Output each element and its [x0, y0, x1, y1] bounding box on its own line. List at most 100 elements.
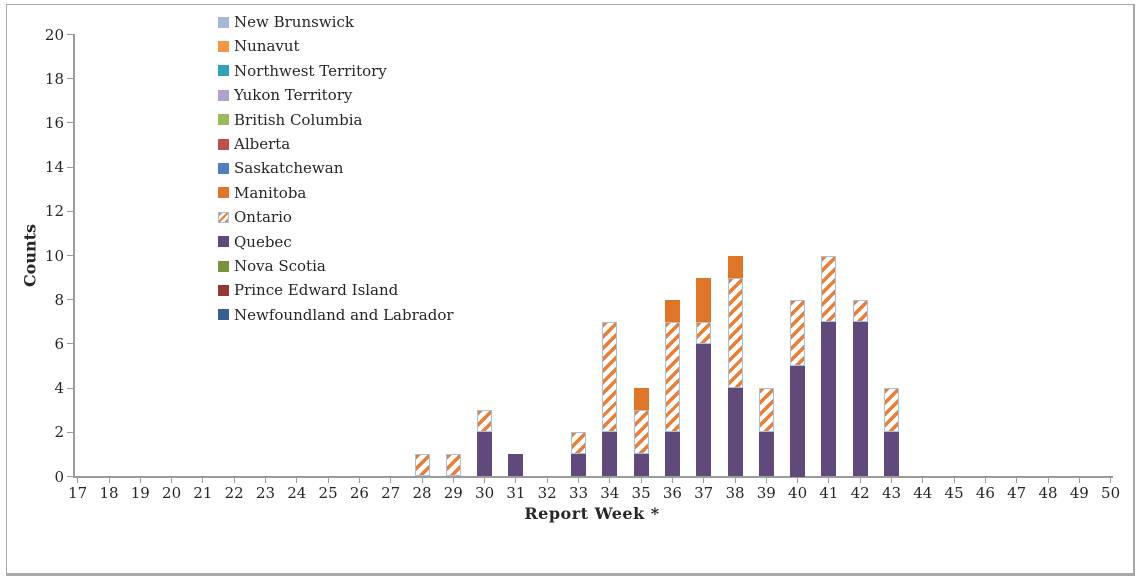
legend-color-swatch-new-brunswick [218, 16, 229, 28]
bar-segment-quebec-week-34 [602, 432, 618, 477]
bar-segment-quebec-week-43 [884, 432, 899, 477]
legend-label: Northwest Territory [234, 61, 387, 80]
x-tick-label: 33 [568, 484, 589, 502]
bar-segment-ontario-week-38 [727, 277, 743, 389]
x-tick [358, 477, 360, 483]
legend-label: Ontario [234, 208, 292, 227]
x-tick-label: 22 [224, 484, 244, 502]
x-tick-label: 32 [537, 484, 557, 502]
bar-segment-ontario-week-33 [571, 432, 586, 455]
y-tick-label: 2 [54, 423, 64, 442]
legend-color-swatch-ontario [218, 211, 229, 223]
x-tick-label: 18 [99, 484, 119, 502]
x-tick [452, 477, 454, 483]
y-tick-label: 6 [54, 334, 64, 353]
x-tick-label: 20 [162, 484, 182, 502]
legend-item-nunavut: Nunavut [218, 36, 300, 56]
x-tick-label: 27 [381, 484, 401, 502]
y-tick [67, 476, 74, 477]
x-tick [765, 477, 767, 483]
bar-segment-ontario-week-43 [884, 388, 899, 433]
x-tick [139, 477, 141, 483]
bar-segment-ontario-week-39 [758, 388, 774, 433]
y-tick [67, 431, 74, 433]
bar-segment-ontario-week-34 [602, 321, 618, 433]
legend-color-swatch-quebec [218, 236, 229, 248]
x-tick [859, 477, 861, 483]
legend-item-alberta: Alberta [218, 134, 290, 154]
bar-segment-quebec-week-33 [571, 454, 586, 477]
bar-segment-ontario-week-36 [664, 321, 680, 433]
x-tick [609, 477, 611, 483]
x-tick-label: 47 [1007, 484, 1027, 502]
legend-color-swatch-british-columbia [218, 114, 229, 126]
y-tick-label: 8 [54, 290, 64, 309]
x-tick [421, 477, 423, 483]
x-tick [984, 477, 986, 483]
x-tick-label: 31 [506, 484, 526, 502]
bar-segment-quebec-week-40 [790, 366, 806, 477]
x-tick [546, 477, 548, 483]
x-tick [734, 477, 736, 483]
legend-label: Yukon Territory [234, 86, 353, 105]
bar-segment-quebec-week-35 [633, 454, 649, 477]
x-tick-label: 19 [130, 484, 150, 502]
bar-segment-manitoba-week-37 [696, 277, 712, 322]
x-tick-label: 29 [443, 484, 463, 502]
y-tick-label: 12 [44, 202, 64, 221]
legend-color-swatch-manitoba [218, 187, 229, 199]
bar-segment-quebec-week-36 [664, 432, 680, 477]
legend-color-swatch-nova-scotia [218, 260, 229, 272]
y-tick [67, 255, 74, 256]
legend-item-newfoundland-and-labrador: Newfoundland and Labrador [218, 305, 454, 325]
x-tick-label: 41 [819, 484, 839, 502]
x-tick-label: 35 [631, 484, 651, 502]
x-tick [891, 477, 892, 483]
y-tick-label: 16 [44, 113, 64, 132]
chart-border-frame [6, 4, 1135, 576]
legend-item-new-brunswick: New Brunswick [218, 12, 354, 32]
y-tick [67, 34, 74, 35]
x-tick [671, 477, 673, 483]
x-tick [578, 477, 579, 483]
x-tick [1078, 477, 1080, 483]
bar-segment-ontario-week-28 [414, 454, 430, 477]
legend-label: Quebec [234, 232, 292, 251]
legend-color-swatch-nunavut [218, 40, 229, 52]
legend-color-swatch-saskatchewan [218, 162, 229, 174]
legend-item-saskatchewan: Saskatchewan [218, 158, 343, 178]
y-tick [67, 299, 74, 301]
legend-label: British Columbia [234, 110, 363, 129]
bar-segment-ontario-week-35 [633, 410, 649, 455]
y-tick-label: 4 [54, 379, 64, 398]
legend-item-northwest-territory: Northwest Territory [218, 61, 387, 81]
y-tick [67, 210, 74, 212]
bar-segment-quebec-week-41 [821, 321, 837, 477]
y-tick [67, 78, 74, 80]
x-tick [390, 477, 392, 483]
bar-segment-quebec-week-31 [508, 454, 524, 477]
legend-color-swatch-prince-edward-island [218, 284, 229, 296]
x-tick [265, 477, 266, 483]
legend-label: New Brunswick [234, 13, 354, 31]
x-tick-label: 48 [1038, 484, 1058, 502]
x-tick [828, 477, 830, 483]
legend-color-swatch-alberta [218, 138, 229, 150]
x-tick [233, 477, 235, 483]
bar-segment-ontario-week-42 [852, 299, 868, 322]
bar-segment-quebec-week-39 [758, 432, 774, 477]
x-tick [797, 477, 799, 483]
x-tick [515, 477, 517, 483]
legend-label: Newfoundland and Labrador [234, 305, 454, 324]
y-tick [67, 343, 74, 345]
x-tick-label: 38 [725, 484, 745, 502]
y-tick-label: 0 [54, 467, 64, 486]
x-tick-label: 44 [913, 484, 933, 502]
bar-segment-manitoba-week-38 [727, 255, 743, 278]
bar-segment-quebec-week-42 [852, 321, 868, 477]
bar-segment-manitoba-week-36 [664, 299, 680, 322]
x-tick [77, 477, 79, 483]
y-axis-line [73, 33, 75, 478]
bar-segment-quebec-week-30 [477, 432, 493, 477]
